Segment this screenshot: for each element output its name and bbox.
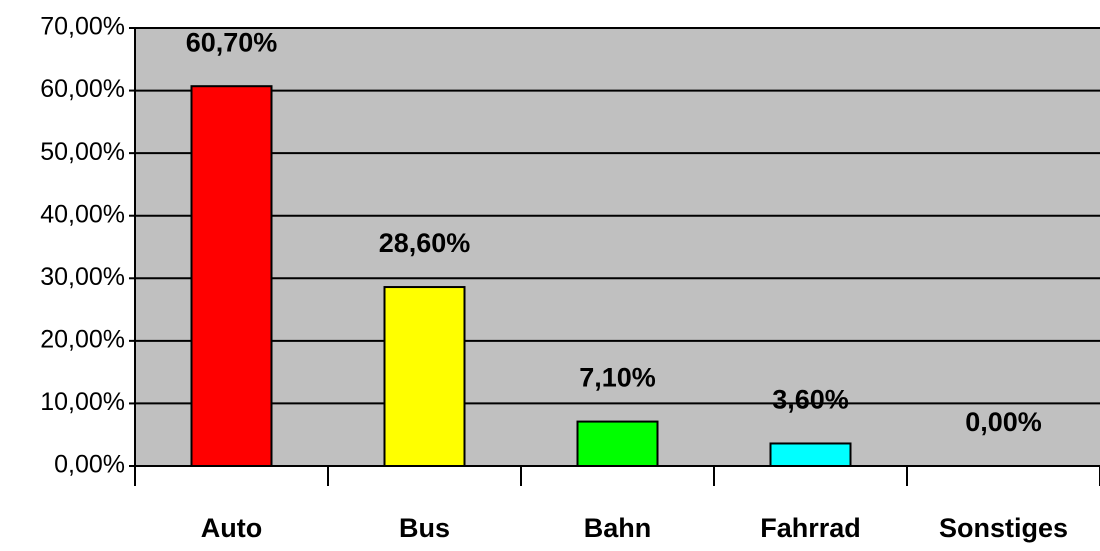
y-tick-label: 20,00% [40, 325, 125, 353]
y-tick-label: 10,00% [40, 388, 125, 416]
x-tick-label: Auto [201, 513, 262, 543]
data-label: 7,10% [579, 363, 656, 393]
x-tick-label: Bahn [584, 513, 652, 543]
y-tick-label: 30,00% [40, 263, 125, 291]
y-tick-label: 40,00% [40, 200, 125, 228]
y-tick-label: 0,00% [54, 451, 125, 479]
bar [576, 420, 659, 467]
y-tick-label: 70,00% [40, 13, 125, 41]
data-label: 60,70% [186, 27, 278, 57]
data-label: 3,60% [772, 385, 849, 415]
x-tick-label: Bus [399, 513, 450, 543]
x-tick-label: Sonstiges [939, 513, 1068, 543]
data-label: 0,00% [965, 407, 1042, 437]
data-label: 28,60% [379, 228, 471, 258]
bar [190, 85, 273, 467]
bar [383, 286, 466, 467]
x-tick-label: Fahrrad [760, 513, 861, 543]
y-tick-label: 50,00% [40, 138, 125, 166]
y-tick-label: 60,00% [40, 75, 125, 103]
plot-area [135, 28, 1100, 466]
bar [769, 442, 852, 467]
